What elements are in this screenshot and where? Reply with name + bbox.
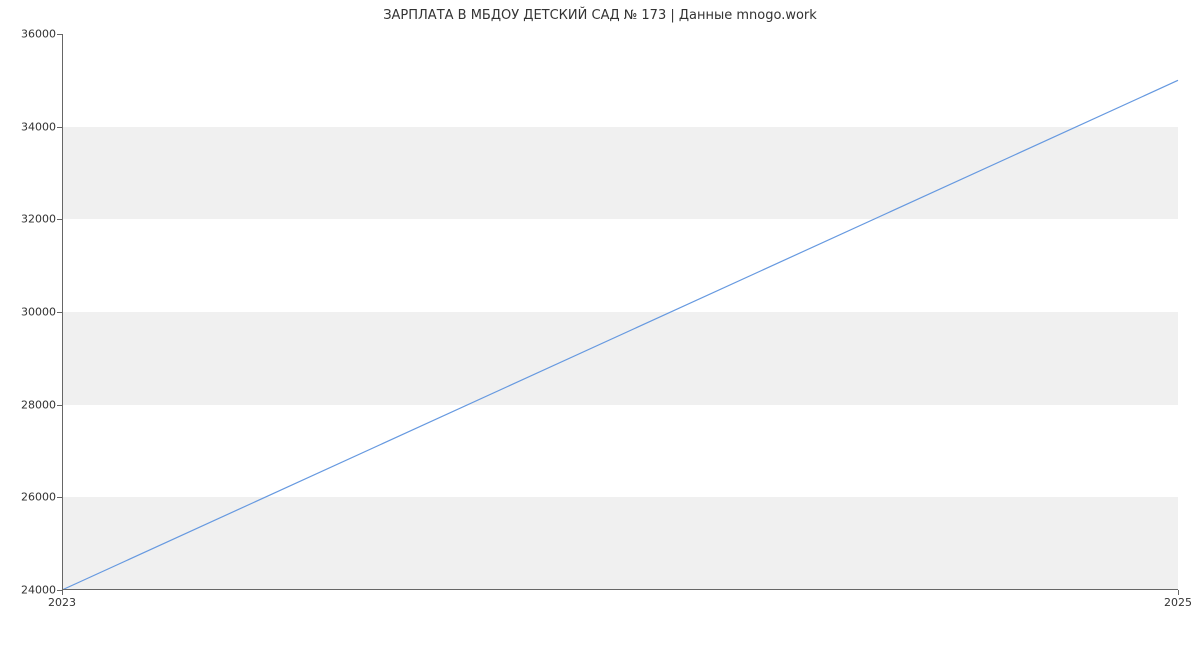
x-axis-line bbox=[62, 589, 1178, 590]
salary-chart: ЗАРПЛАТА В МБДОУ ДЕТСКИЙ САД № 173 | Дан… bbox=[0, 0, 1200, 650]
y-tick-mark bbox=[57, 34, 62, 35]
x-tick-label: 2025 bbox=[1164, 596, 1192, 609]
y-tick-label: 36000 bbox=[21, 28, 56, 41]
y-tick-label: 28000 bbox=[21, 398, 56, 411]
y-tick-label: 24000 bbox=[21, 584, 56, 597]
x-tick-label: 2023 bbox=[48, 596, 76, 609]
chart-title: ЗАРПЛАТА В МБДОУ ДЕТСКИЙ САД № 173 | Дан… bbox=[0, 8, 1200, 23]
x-tick-mark bbox=[1178, 590, 1179, 595]
y-tick-label: 26000 bbox=[21, 491, 56, 504]
y-tick-mark bbox=[57, 405, 62, 406]
plot-area: 2400026000280003000032000340003600020232… bbox=[62, 34, 1178, 590]
y-axis-line bbox=[62, 34, 63, 590]
x-tick-mark bbox=[62, 590, 63, 595]
y-tick-mark bbox=[57, 312, 62, 313]
y-tick-label: 32000 bbox=[21, 213, 56, 226]
y-tick-label: 30000 bbox=[21, 306, 56, 319]
y-tick-mark bbox=[57, 127, 62, 128]
line-series-layer bbox=[62, 34, 1178, 590]
line-series-salary bbox=[62, 80, 1178, 590]
y-tick-label: 34000 bbox=[21, 120, 56, 133]
y-tick-mark bbox=[57, 219, 62, 220]
y-tick-mark bbox=[57, 497, 62, 498]
